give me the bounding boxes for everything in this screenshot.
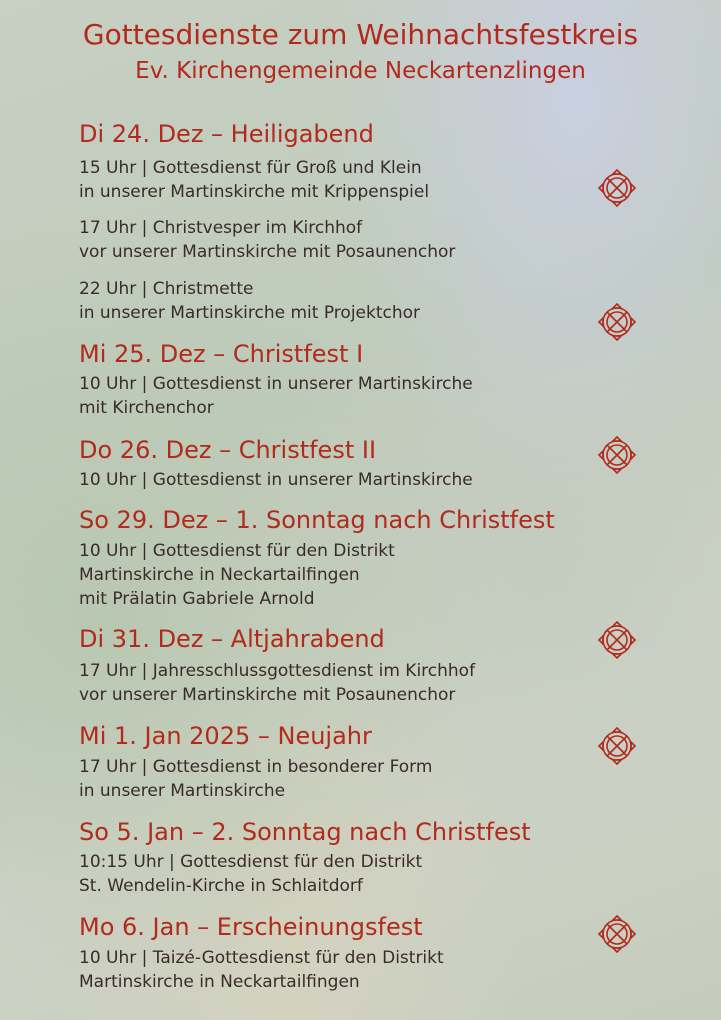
- service-line: Martinskirche in Neckartailfingen: [79, 565, 360, 585]
- service-line: 22 Uhr | Christmette: [79, 279, 254, 299]
- day-heading: So 29. Dez – 1. Sonntag nach Christfest: [79, 506, 555, 534]
- service-line: vor unserer Martinskirche mit Posaunench…: [79, 242, 456, 262]
- day-heading: Mo 6. Jan – Erscheinungsfest: [79, 913, 423, 941]
- service-line: 10:15 Uhr | Gottesdienst für den Distrik…: [79, 852, 423, 872]
- service-line: Martinskirche in Neckartailfingen: [79, 972, 360, 992]
- service-line: 10 Uhr | Gottesdienst in unserer Martins…: [79, 374, 473, 394]
- service-line: 10 Uhr | Gottesdienst in unserer Martins…: [79, 470, 473, 490]
- service-line: mit Prälatin Gabriele Arnold: [79, 589, 315, 609]
- day-heading: Mi 1. Jan 2025 – Neujahr: [79, 722, 372, 750]
- day-heading: Mi 25. Dez – Christfest I: [79, 340, 364, 368]
- day-heading: Di 31. Dez – Altjahrabend: [79, 625, 385, 653]
- service-line: 17 Uhr | Christvesper im Kirchhof: [79, 218, 363, 238]
- ornament-icon: [597, 726, 637, 766]
- poster-subtitle: Ev. Kirchengemeinde Neckartenzlingen: [135, 58, 586, 84]
- day-heading: So 5. Jan – 2. Sonntag nach Christfest: [79, 818, 531, 846]
- service-line: St. Wendelin-Kirche in Schlaitdorf: [79, 876, 363, 896]
- poster-title: Gottesdienste zum Weihnachtsfestkreis: [82, 18, 639, 51]
- service-line: in unserer Martinskirche mit Projektchor: [79, 303, 421, 323]
- service-line: mit Kirchenchor: [79, 398, 214, 418]
- ornament-icon: [597, 302, 637, 342]
- ornament-icon: [597, 168, 637, 208]
- service-line: 17 Uhr | Gottesdienst in besonderer Form: [79, 757, 433, 777]
- ornament-icon: [597, 914, 637, 954]
- ornament-icon: [597, 620, 637, 660]
- service-line: 17 Uhr | Jahresschlussgottesdienst im Ki…: [79, 661, 476, 681]
- day-heading: Do 26. Dez – Christfest II: [79, 436, 377, 464]
- day-heading: Di 24. Dez – Heiligabend: [79, 120, 374, 148]
- service-line: in unserer Martinskirche mit Krippenspie…: [79, 182, 430, 202]
- service-line: vor unserer Martinskirche mit Posaunench…: [79, 685, 456, 705]
- service-line: 10 Uhr | Gottesdienst für den Distrikt: [79, 541, 395, 561]
- service-line: in unserer Martinskirche: [79, 781, 286, 801]
- service-line: 10 Uhr | Taizé-Gottesdienst für den Dist…: [79, 948, 444, 968]
- service-line: 15 Uhr | Gottesdienst für Groß und Klein: [79, 158, 422, 178]
- ornament-icon: [597, 435, 637, 475]
